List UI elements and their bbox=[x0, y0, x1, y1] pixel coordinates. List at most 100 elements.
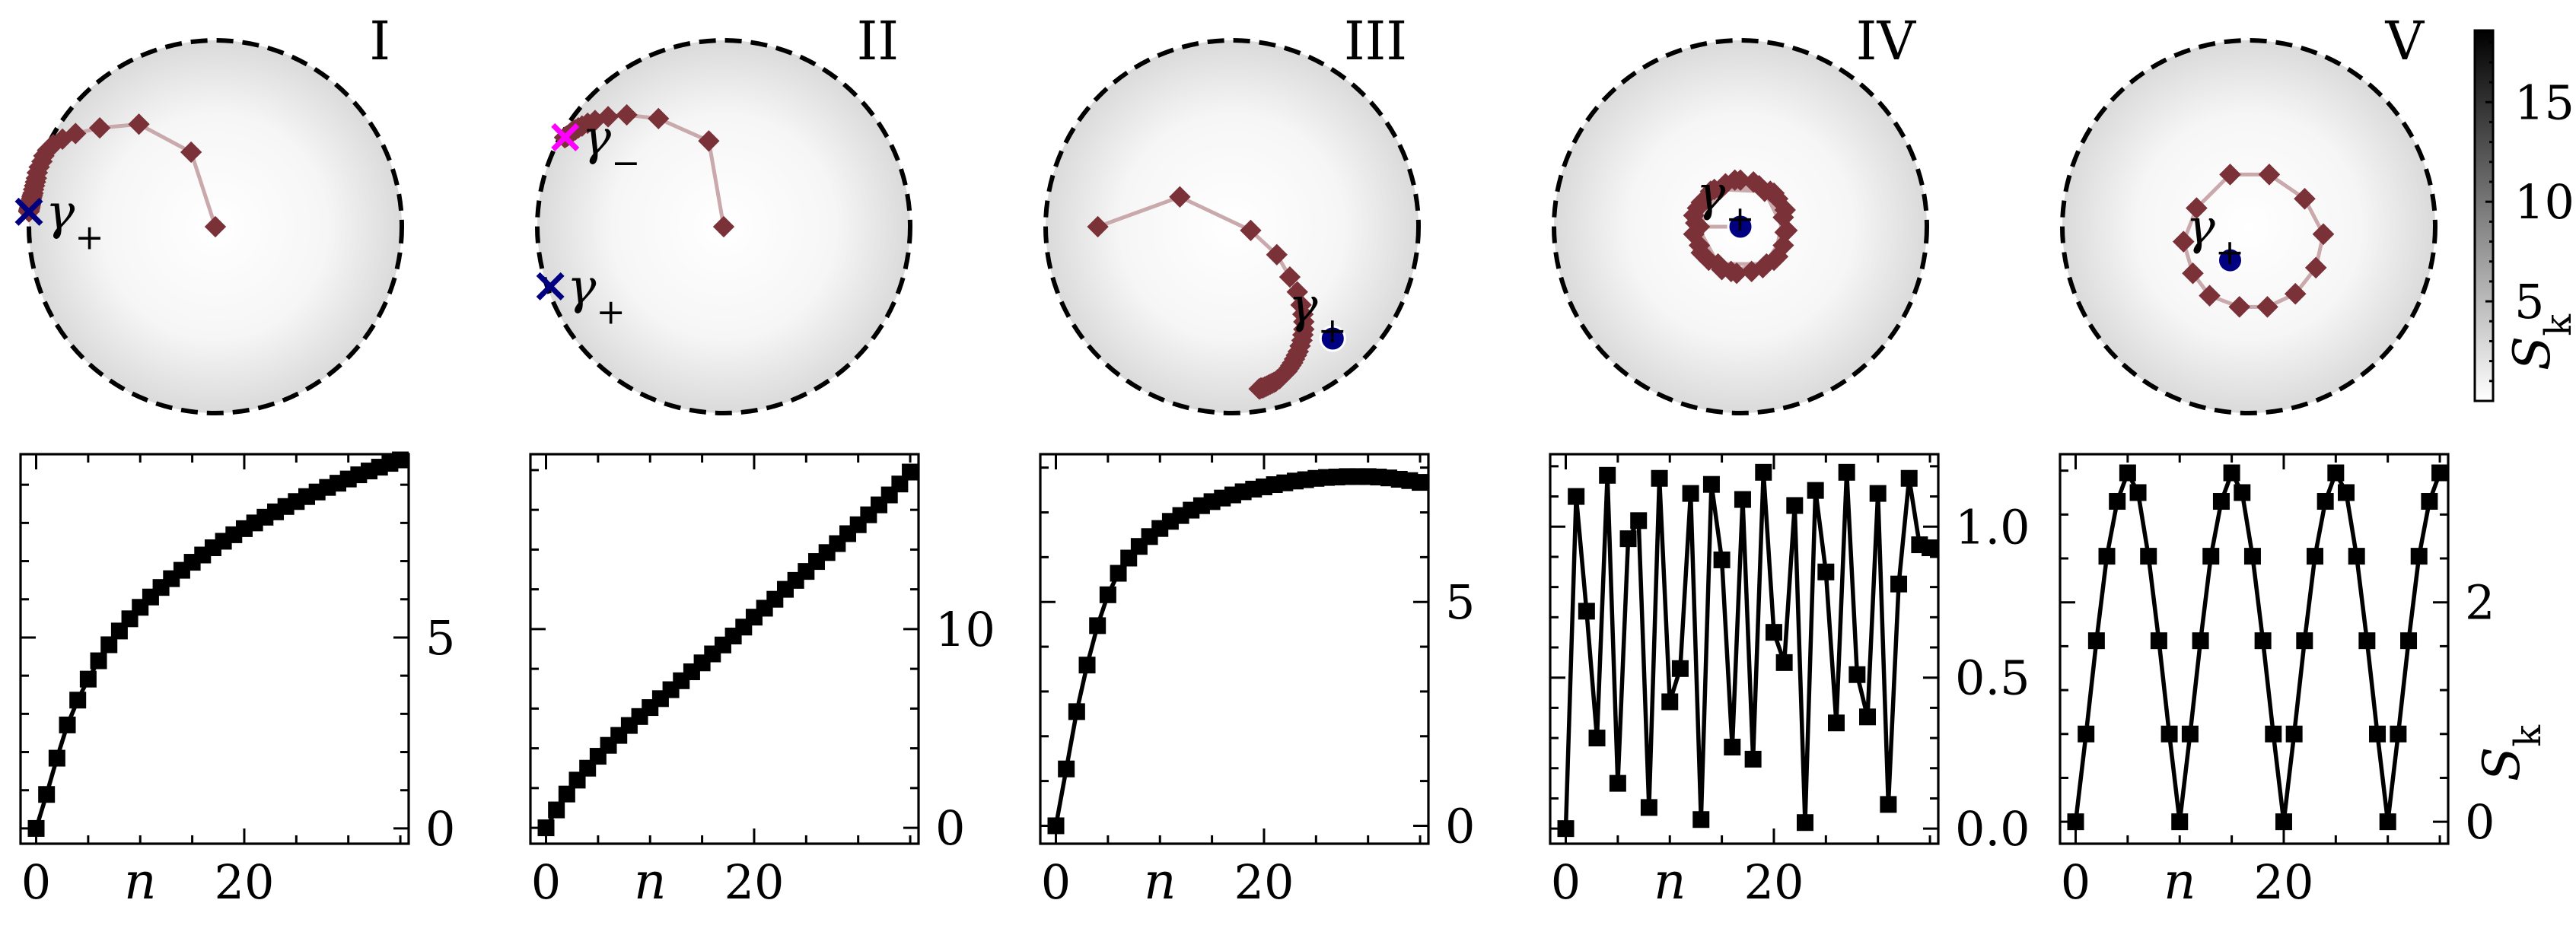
series-point bbox=[902, 463, 919, 481]
series-point bbox=[1786, 497, 1804, 514]
disk-fill bbox=[2062, 40, 2435, 413]
panel-3: γ+ III 0 20 n 0 5 bbox=[1039, 10, 1475, 911]
colorbar-gradient bbox=[2473, 29, 2495, 402]
series-point bbox=[1412, 474, 1429, 491]
series-point bbox=[2400, 632, 2418, 650]
trajectory-point bbox=[616, 103, 638, 126]
series-point bbox=[1724, 738, 1741, 755]
series-point bbox=[2296, 632, 2313, 650]
series-point bbox=[1828, 714, 1845, 732]
panel-label: IV bbox=[1856, 10, 1917, 72]
series-point bbox=[69, 692, 87, 709]
panel-4: γ+ IV 0 20 n 0.0 0.5 1.0 bbox=[1549, 10, 2030, 911]
series-point bbox=[1713, 551, 1731, 568]
y-tick-label: 0 bbox=[2465, 794, 2495, 850]
series-point bbox=[2285, 725, 2303, 743]
series-point bbox=[1619, 530, 1637, 548]
series-line bbox=[33, 457, 401, 829]
fixed-point-label: γ+ bbox=[1696, 166, 1755, 239]
x-tick-label: 0 bbox=[531, 854, 561, 910]
plot-frame bbox=[2059, 453, 2450, 845]
fixed-point-label: γ+ bbox=[1288, 278, 1347, 351]
fixed-point-label: γ+ bbox=[567, 259, 626, 332]
fixed-point-marker bbox=[2217, 246, 2243, 274]
series-point bbox=[1755, 463, 1772, 481]
series-point bbox=[2098, 548, 2116, 565]
plot-frame bbox=[19, 453, 410, 845]
x-axis-label: n bbox=[1654, 852, 1686, 911]
trajectory-point bbox=[1087, 215, 1109, 238]
series-point bbox=[1671, 660, 1689, 677]
fixed-point-label: γ+ bbox=[2186, 199, 2245, 272]
fixed-point-label-main: γ bbox=[2186, 199, 2216, 256]
plot-frame bbox=[1039, 453, 1430, 845]
y-tick-label: 0 bbox=[935, 800, 965, 856]
fixed-point-label-sub: + bbox=[1725, 198, 1755, 239]
panel-label: II bbox=[857, 10, 899, 72]
series-point bbox=[90, 652, 107, 669]
series-point bbox=[1859, 708, 1877, 726]
trajectory-point bbox=[2173, 231, 2195, 253]
series-point bbox=[38, 786, 56, 803]
y-tick-label: 0.5 bbox=[1955, 650, 2030, 706]
series-point bbox=[2410, 548, 2428, 565]
series-point bbox=[2327, 464, 2345, 482]
series-point bbox=[2358, 632, 2376, 650]
series-point bbox=[2223, 464, 2240, 482]
trajectory-point bbox=[1699, 180, 1721, 202]
trajectory-point bbox=[2228, 296, 2250, 318]
x-tick-label: 20 bbox=[724, 854, 785, 910]
trajectory-point bbox=[2312, 223, 2335, 245]
trajectory-point bbox=[88, 117, 111, 139]
fixed-point-label-main: γ bbox=[1696, 166, 1726, 222]
series-point bbox=[2275, 813, 2292, 831]
trajectory-point bbox=[204, 215, 227, 238]
series-point bbox=[2150, 632, 2167, 650]
fixed-point-marker bbox=[536, 272, 565, 301]
trajectory-point bbox=[698, 130, 720, 152]
trajectory-point bbox=[2285, 283, 2307, 305]
series-point bbox=[392, 451, 409, 469]
fixed-point-label-sub: + bbox=[75, 216, 104, 257]
fixed-point-marker bbox=[14, 197, 43, 226]
series-point bbox=[59, 716, 76, 733]
trajectory-point bbox=[1248, 378, 1270, 400]
x-tick-label: 0 bbox=[1041, 854, 1071, 910]
panel-5: γ+ V 0 20 n 0 2 Sk bbox=[2059, 10, 2549, 911]
fixed-point-label-main: γ bbox=[1288, 278, 1318, 334]
x-axis-label: n bbox=[1144, 852, 1177, 911]
trajectory-point bbox=[1752, 256, 1774, 279]
x-tick-label: 0 bbox=[21, 854, 51, 910]
series-point bbox=[2348, 548, 2365, 565]
disk-boundary bbox=[1043, 38, 1421, 415]
series-point bbox=[1890, 575, 1908, 593]
x-tick-label: 20 bbox=[1744, 854, 1804, 910]
trajectory-point bbox=[712, 215, 735, 238]
series-point bbox=[2181, 725, 2199, 743]
trajectory-point bbox=[2256, 296, 2278, 318]
series-point bbox=[1078, 657, 1096, 674]
y-axis-label: Sk bbox=[2473, 724, 2549, 781]
series-point bbox=[1588, 730, 1606, 747]
series-point bbox=[1110, 564, 1127, 582]
trajectory-point bbox=[1683, 223, 1705, 245]
colorbar-label: Sk bbox=[2503, 313, 2576, 371]
trajectory-point bbox=[1762, 182, 1785, 205]
x-tick-label: 0 bbox=[1551, 854, 1581, 910]
fixed-point-label: γ+ bbox=[46, 184, 104, 257]
series-point bbox=[1765, 624, 1782, 641]
series-point bbox=[2243, 548, 2261, 565]
trajectory-point bbox=[1240, 219, 1262, 242]
trajectory-point bbox=[1743, 171, 1765, 193]
series-point bbox=[2254, 632, 2272, 650]
trajectory-point bbox=[1724, 169, 1746, 191]
series-point bbox=[1568, 488, 1585, 505]
series-point bbox=[1900, 469, 1918, 487]
series-point bbox=[537, 819, 555, 837]
panel-label: I bbox=[369, 10, 390, 72]
series-point bbox=[2078, 725, 2095, 743]
series-point bbox=[558, 785, 575, 803]
y-tick-label: 0 bbox=[1445, 798, 1475, 854]
